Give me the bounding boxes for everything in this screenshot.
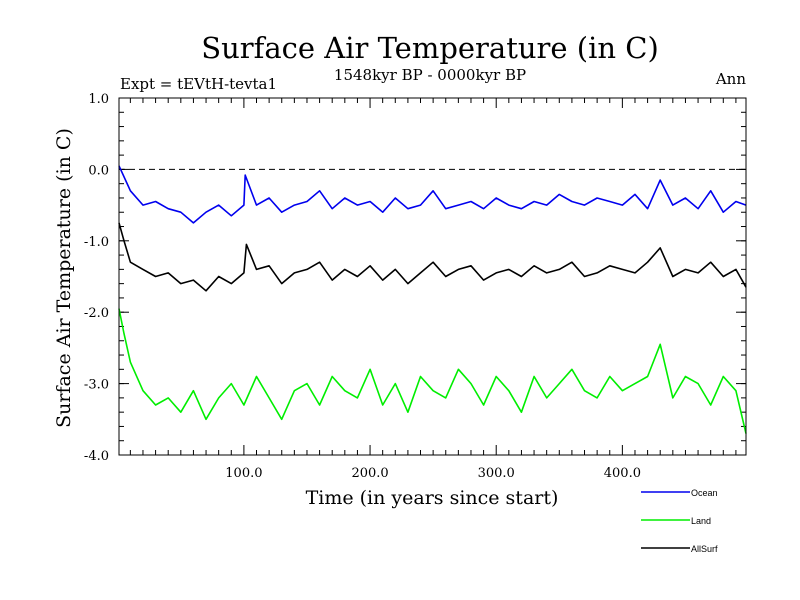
legend-label-ocean: Ocean — [691, 488, 718, 498]
x-tick-label: 300.0 — [478, 466, 515, 481]
period-label: Ann — [715, 70, 746, 88]
x-tick-label: 200.0 — [351, 466, 388, 481]
y-tick-label: 0.0 — [88, 163, 109, 178]
y-tick-label: -2.0 — [84, 306, 109, 321]
legend: Ocean Land AllSurf — [641, 488, 718, 554]
plot-area: 1.0 0.0 -1.0 -2.0 -3.0 -4.0 100.0 200.0 300.0 400… — [84, 92, 747, 481]
series-line-land — [118, 308, 747, 434]
y-tick-label: -3.0 — [84, 378, 109, 393]
y-axis-label: Surface Air Temperature (in C) — [53, 128, 75, 428]
y-tick-label: 1.0 — [88, 92, 109, 107]
x-axis-label: Time (in years since start) — [306, 487, 559, 509]
chart-title: Surface Air Temperature (in C) — [201, 31, 659, 65]
legend-label-land: Land — [691, 516, 711, 526]
x-tick-label: 400.0 — [604, 466, 641, 481]
x-tick-label: 100.0 — [225, 466, 262, 481]
legend-label-allsurf: AllSurf — [691, 544, 718, 554]
series-line-ocean — [118, 165, 747, 224]
plot-frame — [118, 97, 747, 456]
y-tick-label: -1.0 — [84, 235, 109, 250]
chart-subtitle: 1548kyr BP - 0000kyr BP — [334, 66, 526, 84]
expt-label: Expt = tEVtH-tevta1 — [120, 75, 277, 93]
series-line-allsurf — [118, 222, 747, 292]
y-tick-label: -4.0 — [84, 449, 109, 464]
